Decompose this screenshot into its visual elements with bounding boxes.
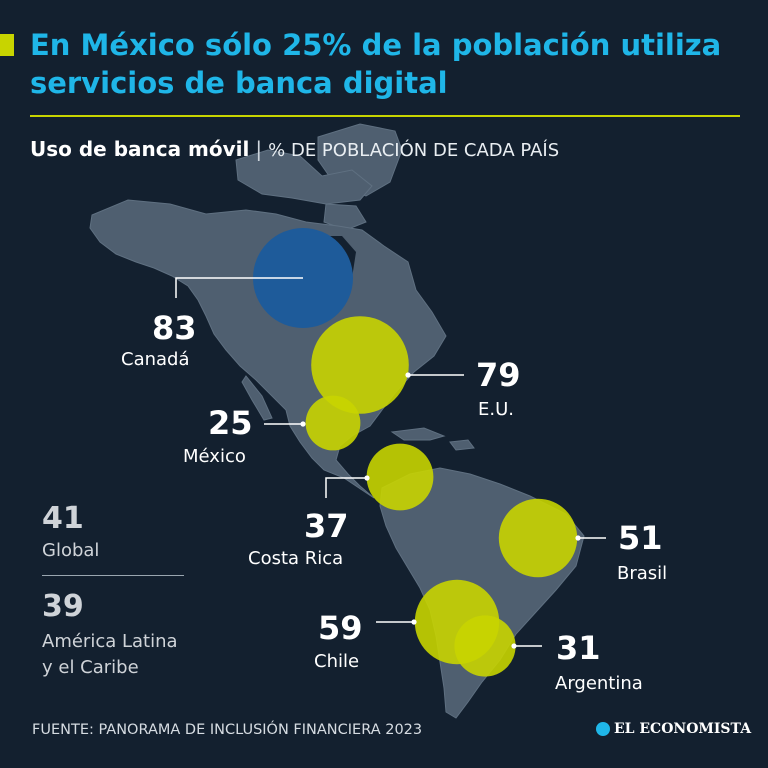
leader-dot-eu [405,372,411,378]
dot-layer [300,372,581,649]
label-canada: Canadá [121,349,190,370]
latam-label-line1: América Latina [42,631,178,652]
leader-line-canada [175,277,303,298]
publisher-logo: EL ECONOMISTA [596,721,751,737]
bubble-mexico [305,395,361,451]
value-chile: 59 [318,609,363,647]
label-costa-rica: Costa Rica [248,548,344,569]
hispaniola-shape [449,439,475,451]
leader-dot-costa-rica [364,475,370,481]
leader-dot-brasil [575,535,581,541]
bubble-layer [253,228,578,677]
value-eu: 79 [476,356,521,394]
leader-line-costa-rica [325,477,367,498]
value-brasil: 51 [618,519,663,557]
global-label: Global [42,540,100,561]
baja-california-shape [241,375,273,421]
value-argentina: 31 [556,629,601,667]
label-brasil: Brasil [617,563,668,584]
bubble-brasil [498,498,578,578]
value-canada: 83 [152,309,197,347]
subtitle-unit: % DE POBLACIÓN DE CADA PAÍS [268,140,560,161]
arctic-islands-shape [235,149,373,205]
label-chile: Chile [314,651,360,672]
title-rule [30,115,740,117]
bubble-costa-rica [366,443,434,511]
latam-value: 39 [42,589,84,624]
logo-text: EL ECONOMISTA [614,721,752,737]
label-eu: E.U. [478,399,514,420]
arctic-island-2-shape [323,203,367,231]
label-argentina: Argentina [555,673,643,694]
global-value: 41 [42,501,84,536]
bubble-eu [311,316,409,414]
value-mexico: 25 [208,404,253,442]
value-costa-rica: 37 [304,507,349,545]
leader-dot-chile [411,619,417,625]
subtitle-metric: Uso de banca móvil [30,137,250,161]
label-mexico: México [183,446,246,467]
chart-subtitle: Uso de banca móvil |% DE POBLACIÓN DE CAD… [30,137,559,161]
subtitle-separator: | [255,137,263,161]
leader-dot-argentina [511,643,517,649]
cuba-shape [390,427,446,441]
source-note: FUENTE: PANORAMA DE INCLUSIÓN FINANCIERA… [32,722,423,738]
title-accent-bar [0,34,14,56]
latam-label-line2: y el Caribe [42,657,139,678]
logo-mark-icon [596,722,610,736]
page-title: En México sólo 25% de la población utili… [30,28,722,100]
leader-layer [175,277,606,647]
leader-dot-mexico [300,421,306,427]
bubble-argentina [454,615,516,677]
aggregate-divider [42,575,184,576]
